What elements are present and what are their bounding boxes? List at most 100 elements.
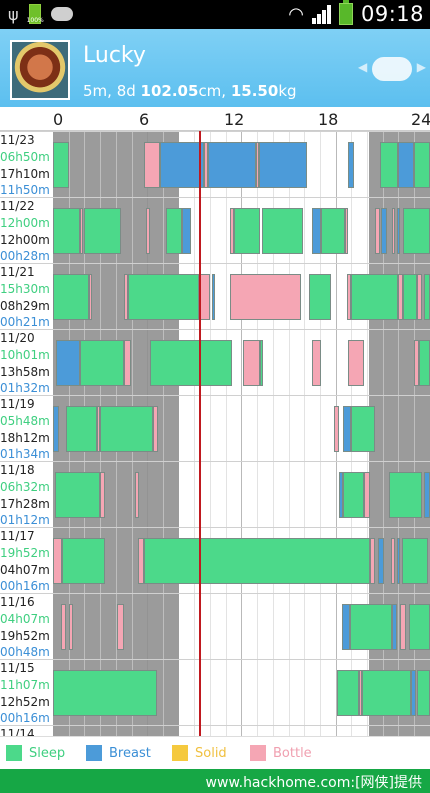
bottle-segment[interactable] [68,604,74,650]
breast-segment[interactable] [208,142,256,188]
legend-sleep[interactable]: Sleep [6,745,65,761]
sleep-segment[interactable] [379,142,399,188]
bottle-segment[interactable] [334,406,339,452]
breast-segment[interactable] [423,472,430,518]
legend-breast[interactable]: Breast [86,745,151,761]
sleep-segment[interactable] [418,340,430,386]
sleep-segment[interactable] [423,274,430,320]
bottle-segment[interactable] [230,208,234,254]
sleep-segment[interactable] [53,670,157,716]
bottle-segment[interactable] [145,208,151,254]
bottle-segment[interactable] [348,340,364,386]
bottle-segment[interactable] [123,340,132,386]
sleep-segment[interactable] [417,670,430,716]
sleep-segment[interactable] [351,274,399,320]
bottle-segment[interactable] [417,274,422,320]
bottle-segment[interactable] [363,472,371,518]
bottle-segment[interactable] [370,538,375,584]
bottle-segment[interactable] [137,538,145,584]
sleep-segment[interactable] [409,604,430,650]
sleep-segment[interactable] [233,208,261,254]
day-row[interactable]: 11/20 10h01m 13h58m 01h32m [0,329,430,396]
bottle-segment[interactable] [414,340,419,386]
sleep-segment[interactable] [79,340,124,386]
breast-segment[interactable] [348,142,355,188]
sleep-segment[interactable] [53,142,69,188]
bottle-segment[interactable] [312,340,322,386]
sleep-segment[interactable] [388,472,422,518]
breast-segment[interactable] [396,538,400,584]
legend-bottle[interactable]: Bottle [250,745,312,761]
bottle-segment[interactable] [392,208,396,254]
sleep-segment[interactable] [100,406,154,452]
sleep-segment[interactable] [401,538,429,584]
breast-segment[interactable] [392,604,397,650]
breast-segment[interactable] [410,670,416,716]
breast-segment[interactable] [343,406,352,452]
breast-segment[interactable] [396,208,400,254]
sleep-segment[interactable] [349,604,393,650]
breast-segment[interactable] [211,274,215,320]
bottle-segment[interactable] [398,274,404,320]
bottle-segment[interactable] [359,670,363,716]
day-row[interactable]: 11/19 05h48m 18h12m 01h34m [0,395,430,462]
day-row[interactable]: 11/15 11h07m 12h52m 00h16m [0,659,430,726]
sleep-segment[interactable] [166,208,182,254]
bottle-segment[interactable] [79,208,83,254]
sheep-cloud-icon[interactable] [358,57,426,81]
bottle-segment[interactable] [374,208,380,254]
sleep-segment[interactable] [150,340,232,386]
breast-segment[interactable] [341,604,350,650]
bottle-segment[interactable] [255,142,259,188]
day-row[interactable]: 11/16 04h07m 19h52m 00h48m [0,593,430,660]
bottle-segment[interactable] [89,274,93,320]
sleep-segment[interactable] [337,670,360,716]
sleep-segment[interactable] [144,538,371,584]
day-row[interactable]: 11/17 19h52m 04h07m 00h16m [0,527,430,594]
breast-segment[interactable] [181,208,192,254]
breast-segment[interactable] [381,208,388,254]
bottle-segment[interactable] [345,208,349,254]
sleep-segment[interactable] [53,208,80,254]
bottle-segment[interactable] [153,406,159,452]
sleep-segment[interactable] [403,208,430,254]
day-row[interactable]: 11/22 12h00m 12h00m 00h28m [0,197,430,264]
bottle-segment[interactable] [230,274,302,320]
day-row[interactable]: 11/21 15h30m 08h29m 00h21m [0,263,430,330]
bottle-segment[interactable] [203,142,209,188]
breast-segment[interactable] [312,208,322,254]
timeline-chart[interactable]: 11/23 06h50m 17h10m 11h50m 11/22 12h00m 12h00m… [0,131,430,736]
breast-segment[interactable] [338,472,344,518]
sleep-segment[interactable] [65,406,97,452]
bottle-segment[interactable] [242,340,261,386]
legend-solid[interactable]: Solid [172,745,227,761]
sleep-segment[interactable] [54,472,101,518]
bottle-segment[interactable] [60,604,66,650]
breast-segment[interactable] [53,406,60,452]
breast-segment[interactable] [398,142,415,188]
bottle-segment[interactable] [96,406,101,452]
sleep-segment[interactable] [362,670,411,716]
sleep-segment[interactable] [53,274,90,320]
sleep-segment[interactable] [403,274,418,320]
sleep-segment[interactable] [321,208,346,254]
breast-segment[interactable] [258,142,308,188]
bottle-segment[interactable] [53,538,63,584]
sleep-segment[interactable] [260,340,264,386]
bottle-segment[interactable] [399,604,407,650]
breast-segment[interactable] [377,538,385,584]
bottle-segment[interactable] [390,538,396,584]
sleep-segment[interactable] [128,274,199,320]
sleep-segment[interactable] [84,208,121,254]
bottle-segment[interactable] [117,604,124,650]
sleep-segment[interactable] [308,274,331,320]
avatar[interactable] [10,40,70,100]
sleep-segment[interactable] [62,538,105,584]
day-row[interactable]: 11/23 06h50m 17h10m 11h50m [0,131,430,198]
bottle-segment[interactable] [144,142,160,188]
sleep-segment[interactable] [261,208,303,254]
breast-segment[interactable] [159,142,204,188]
bottle-segment[interactable] [123,274,129,320]
bottle-segment[interactable] [134,472,140,518]
day-row[interactable]: 11/18 06h32m 17h28m 01h12m [0,461,430,528]
